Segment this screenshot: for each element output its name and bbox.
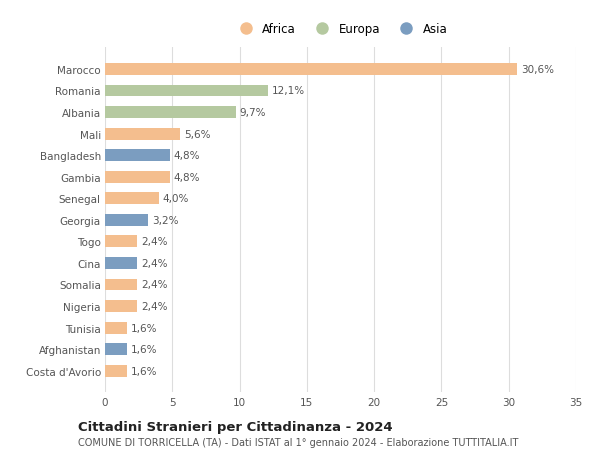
Text: 2,4%: 2,4%: [142, 258, 168, 269]
Text: COMUNE DI TORRICELLA (TA) - Dati ISTAT al 1° gennaio 2024 - Elaborazione TUTTITA: COMUNE DI TORRICELLA (TA) - Dati ISTAT a…: [78, 437, 518, 447]
Bar: [105, 64, 517, 76]
Text: Cittadini Stranieri per Cittadinanza - 2024: Cittadini Stranieri per Cittadinanza - 2…: [78, 420, 392, 434]
Bar: [105, 301, 137, 312]
Bar: [105, 236, 137, 248]
Bar: [105, 85, 268, 97]
Text: 9,7%: 9,7%: [239, 108, 266, 118]
Bar: [105, 171, 170, 183]
Text: 1,6%: 1,6%: [131, 323, 157, 333]
Text: 12,1%: 12,1%: [272, 86, 305, 96]
Bar: [105, 193, 159, 205]
Text: 4,8%: 4,8%: [173, 151, 200, 161]
Text: 2,4%: 2,4%: [142, 302, 168, 311]
Legend: Africa, Europa, Asia: Africa, Europa, Asia: [230, 20, 451, 39]
Bar: [105, 279, 137, 291]
Bar: [105, 257, 137, 269]
Bar: [105, 365, 127, 377]
Text: 1,6%: 1,6%: [131, 344, 157, 354]
Bar: [105, 107, 236, 119]
Bar: [105, 322, 127, 334]
Text: 3,2%: 3,2%: [152, 215, 179, 225]
Text: 30,6%: 30,6%: [521, 65, 554, 75]
Text: 1,6%: 1,6%: [131, 366, 157, 376]
Bar: [105, 129, 181, 140]
Text: 5,6%: 5,6%: [184, 129, 211, 139]
Bar: [105, 150, 170, 162]
Text: 4,0%: 4,0%: [163, 194, 189, 204]
Text: 4,8%: 4,8%: [173, 172, 200, 182]
Text: 2,4%: 2,4%: [142, 237, 168, 247]
Bar: [105, 214, 148, 226]
Text: 2,4%: 2,4%: [142, 280, 168, 290]
Bar: [105, 343, 127, 355]
